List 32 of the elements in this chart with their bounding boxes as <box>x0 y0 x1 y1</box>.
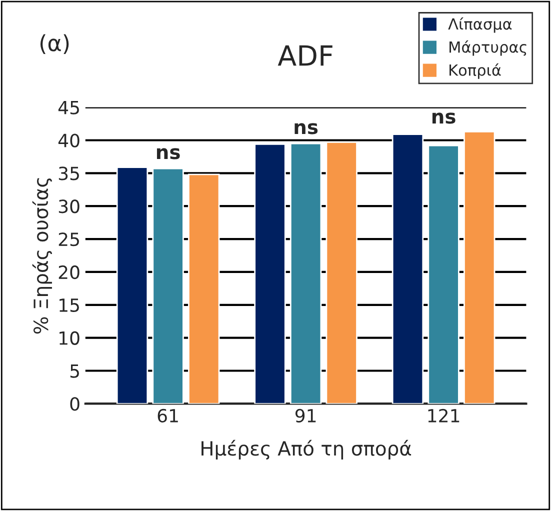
x-tick-label: 61 <box>158 408 178 423</box>
y-tick-label: 10 <box>60 331 80 345</box>
y-tick-label: 20 <box>58 265 80 280</box>
legend-label: Μάρτυρας <box>450 40 526 56</box>
bar <box>116 166 148 404</box>
bar <box>152 168 184 404</box>
x-axis-title: Ημέρες Από τη σπορά <box>202 440 412 460</box>
y-tick-label: 30 <box>58 200 80 214</box>
x-tick-label: 121 <box>428 408 460 422</box>
y-tick-label: 25 <box>58 232 79 246</box>
bar <box>290 142 322 404</box>
chart-title: ADF <box>278 45 332 66</box>
bar <box>188 174 220 404</box>
legend-label: Κοπριά <box>450 63 501 79</box>
legend-label: Λίπασμα <box>448 17 512 33</box>
bar <box>254 144 286 404</box>
bar <box>326 142 358 404</box>
y-tick-label: 35 <box>58 166 79 180</box>
bar <box>428 144 460 404</box>
text: (α) <box>40 34 69 54</box>
annotation: ns <box>156 148 180 160</box>
bar <box>392 134 424 404</box>
bar <box>464 130 496 404</box>
annotation: ns <box>432 112 456 124</box>
y-tick-label: 40 <box>58 134 80 148</box>
y-tick-label: 5 <box>70 364 79 378</box>
y-tick-label: 0 <box>70 397 80 411</box>
x-tick-label: 91 <box>295 408 316 423</box>
annotation: ns <box>294 123 318 134</box>
y-axis-title: % Ξηράς ουσίας <box>32 178 52 334</box>
y-tick-label: 15 <box>60 298 79 312</box>
y-tick-label: 45 <box>58 101 79 114</box>
